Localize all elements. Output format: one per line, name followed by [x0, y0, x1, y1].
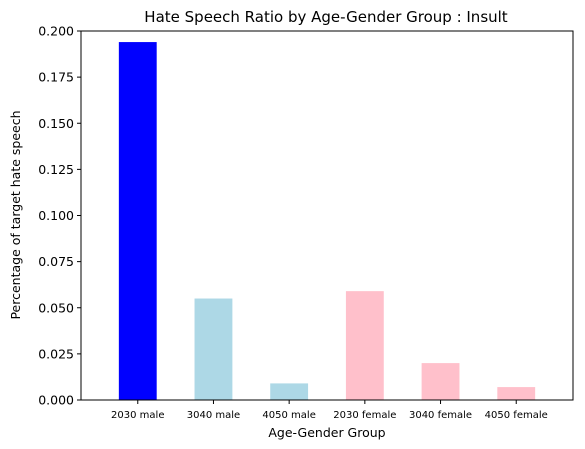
bars-group	[118, 42, 536, 400]
y-tick-label: 0.150	[38, 116, 74, 131]
x-tick-label: 4050 female	[485, 410, 548, 421]
x-tick-label: 3040 female	[409, 410, 472, 421]
y-tick-label: 0.050	[38, 300, 74, 315]
bar-4050-male	[270, 383, 309, 400]
bar-3040-male	[194, 298, 233, 400]
x-tick-label: 3040 male	[187, 410, 240, 421]
bar-2030-male	[118, 42, 157, 400]
y-tick-label: 0.200	[38, 24, 74, 39]
x-axis-label: Age-Gender Group	[268, 425, 385, 440]
y-axis-ticks: 0.000 0.025 0.050 0.075 0.100 0.125 0.150 0.175…	[38, 24, 81, 408]
y-tick-label: 0.075	[38, 254, 74, 269]
chart-title: Hate Speech Ratio by Age-Gender Group : …	[144, 8, 508, 26]
plot-frame	[80, 30, 574, 401]
bar-2030-female	[345, 291, 384, 400]
x-axis-ticks: 2030 male 3040 male 4050 male 2030 female 30…	[111, 400, 548, 421]
bar-3040-female	[421, 363, 460, 400]
bar-4050-female	[497, 387, 536, 400]
x-tick-label: 4050 male	[262, 410, 315, 421]
y-tick-label: 0.125	[38, 162, 74, 177]
y-tick-label: 0.000	[38, 393, 74, 408]
y-tick-label: 0.025	[38, 346, 74, 361]
y-tick-label: 0.100	[38, 208, 74, 223]
x-tick-label: 2030 female	[333, 410, 396, 421]
y-axis-label: Percentage of target hate speech	[8, 110, 23, 319]
y-tick-label: 0.175	[38, 70, 74, 85]
x-tick-label: 2030 male	[111, 410, 164, 421]
